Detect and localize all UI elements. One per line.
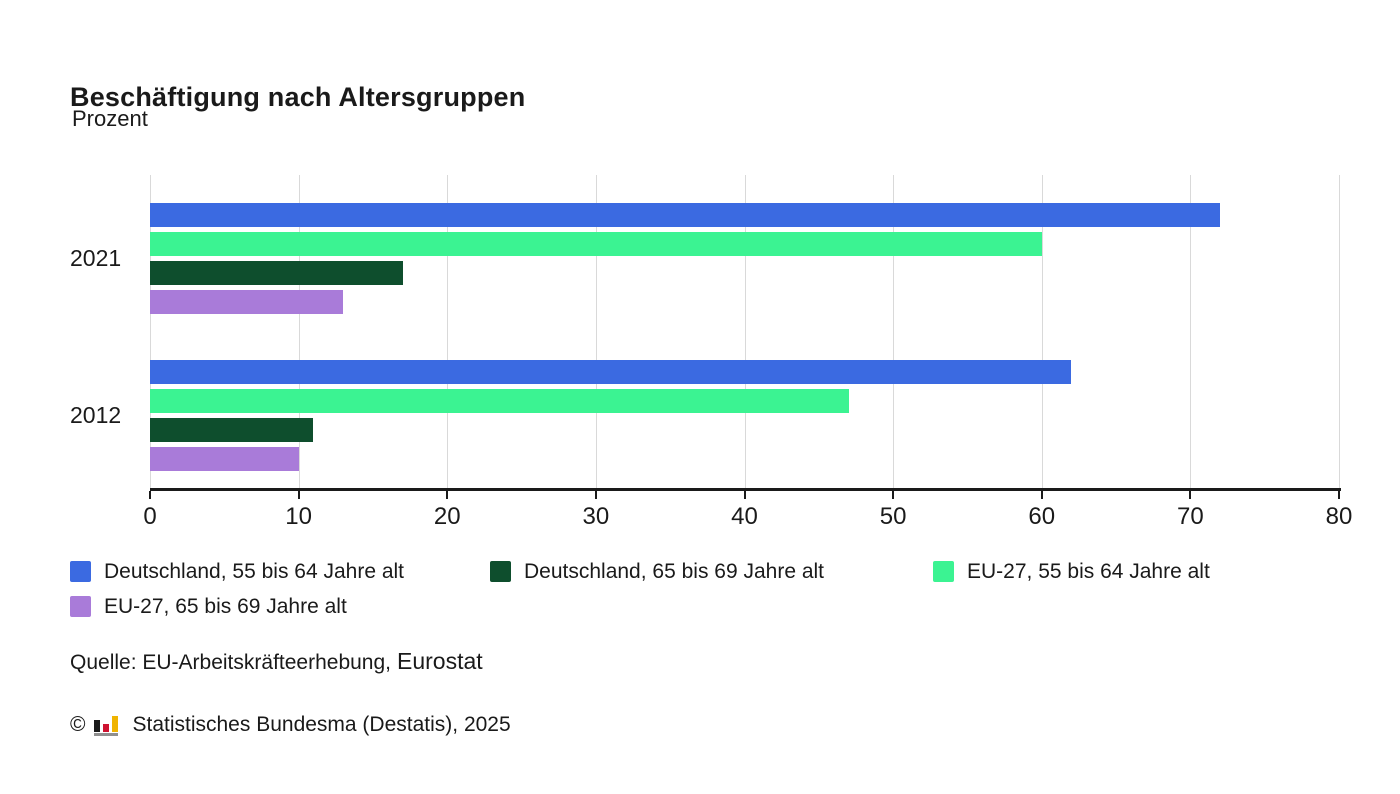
- gridline-30: [595, 175, 597, 490]
- legend-label: EU-27, 55 bis 64 Jahre alt: [967, 559, 1210, 583]
- logo-bar-yellow: [112, 716, 119, 732]
- x-axis-tick-20: [446, 491, 449, 499]
- legend-item-0: Deutschland, 55 bis 64 Jahre alt: [70, 560, 404, 583]
- x-axis-tick-40: [743, 491, 746, 499]
- legend-label: Deutschland, 55 bis 64 Jahre alt: [104, 559, 405, 583]
- gridline-80: [1339, 175, 1340, 490]
- x-axis-line: [150, 488, 1341, 491]
- gridline-40: [744, 175, 746, 490]
- bar-2021-series-3: [150, 290, 344, 314]
- source-publisher: Eurostat: [397, 648, 483, 674]
- x-axis-tick-50: [892, 491, 895, 499]
- legend-item-1: Deutschland, 65 bis 69 Jahre alt: [490, 560, 824, 583]
- x-axis-tick-80: [1338, 491, 1340, 499]
- x-axis-tick-label-0: 0: [143, 503, 157, 530]
- gridline-70: [1190, 175, 1192, 490]
- x-axis-tick-10: [297, 491, 300, 499]
- bar-2012-series-0: [150, 360, 1072, 384]
- x-axis-tick-label-30: 30: [582, 503, 610, 530]
- x-axis-tick-label-40: 40: [731, 503, 758, 530]
- x-axis-tick-label-10: 10: [285, 503, 312, 530]
- logo-bar-red: [103, 724, 110, 732]
- legend-label: Deutschland, 65 bis 69 Jahre alt: [524, 559, 825, 583]
- source-line: Quelle: EU-Arbeitskräfteerhebung, Eurosta…: [70, 648, 483, 675]
- bar-2021-series-2: [150, 232, 1042, 256]
- gridline-50: [893, 175, 895, 490]
- logo-base: [94, 733, 119, 736]
- category-label-2021: 2021: [70, 244, 122, 271]
- category-label-2012: 2012: [70, 401, 122, 428]
- legend-item-2: EU-27, 55 bis 64 Jahre alt: [933, 560, 1210, 583]
- bar-2021-series-1: [150, 261, 403, 285]
- x-axis-tick-60: [1040, 491, 1043, 499]
- gridline-60: [1041, 175, 1043, 490]
- x-axis-tick-30: [594, 491, 597, 499]
- legend-label: EU-27, 65 bis 69 Jahre alt: [104, 594, 347, 618]
- bar-2012-series-2: [150, 389, 849, 413]
- x-axis-tick-label-70: 70: [1177, 503, 1204, 530]
- chart-subtitle: Prozent: [72, 106, 148, 131]
- bar-2021-series-0: [150, 203, 1221, 227]
- gridline-0: [150, 175, 151, 490]
- source-prefix: Quelle: EU-Arbeitskräfteerhebung,: [70, 651, 391, 674]
- copyright-line: © Statistisches Bundesma (Destatis), 202…: [70, 713, 511, 737]
- x-axis-tick-label-20: 20: [433, 503, 461, 530]
- gridline-10: [298, 175, 300, 490]
- logo-bar-black: [94, 720, 101, 732]
- x-axis-tick-label-50: 50: [879, 503, 907, 530]
- chart-title: Beschäftigung nach Altersgruppen: [70, 82, 526, 113]
- x-axis-tick-label-60: 60: [1028, 503, 1056, 530]
- x-axis-tick-label-80: 80: [1325, 503, 1353, 530]
- gridline-20: [447, 175, 449, 490]
- legend-swatch-icon: [490, 561, 511, 582]
- destatis-logo-icon: [94, 714, 122, 736]
- legend-swatch-icon: [70, 596, 91, 617]
- x-axis-tick-0: [149, 491, 151, 499]
- legend-item-3: EU-27, 65 bis 69 Jahre alt: [70, 595, 347, 618]
- plot-area: [150, 175, 1340, 490]
- legend-swatch-icon: [70, 561, 91, 582]
- legend-swatch-icon: [933, 561, 954, 582]
- bar-2012-series-1: [150, 418, 314, 442]
- x-axis-tick-70: [1189, 491, 1192, 499]
- copyright-symbol: ©: [70, 713, 86, 736]
- bar-2012-series-3: [150, 447, 299, 471]
- copyright-text: Statistisches Bundesma (Destatis), 2025: [132, 713, 511, 736]
